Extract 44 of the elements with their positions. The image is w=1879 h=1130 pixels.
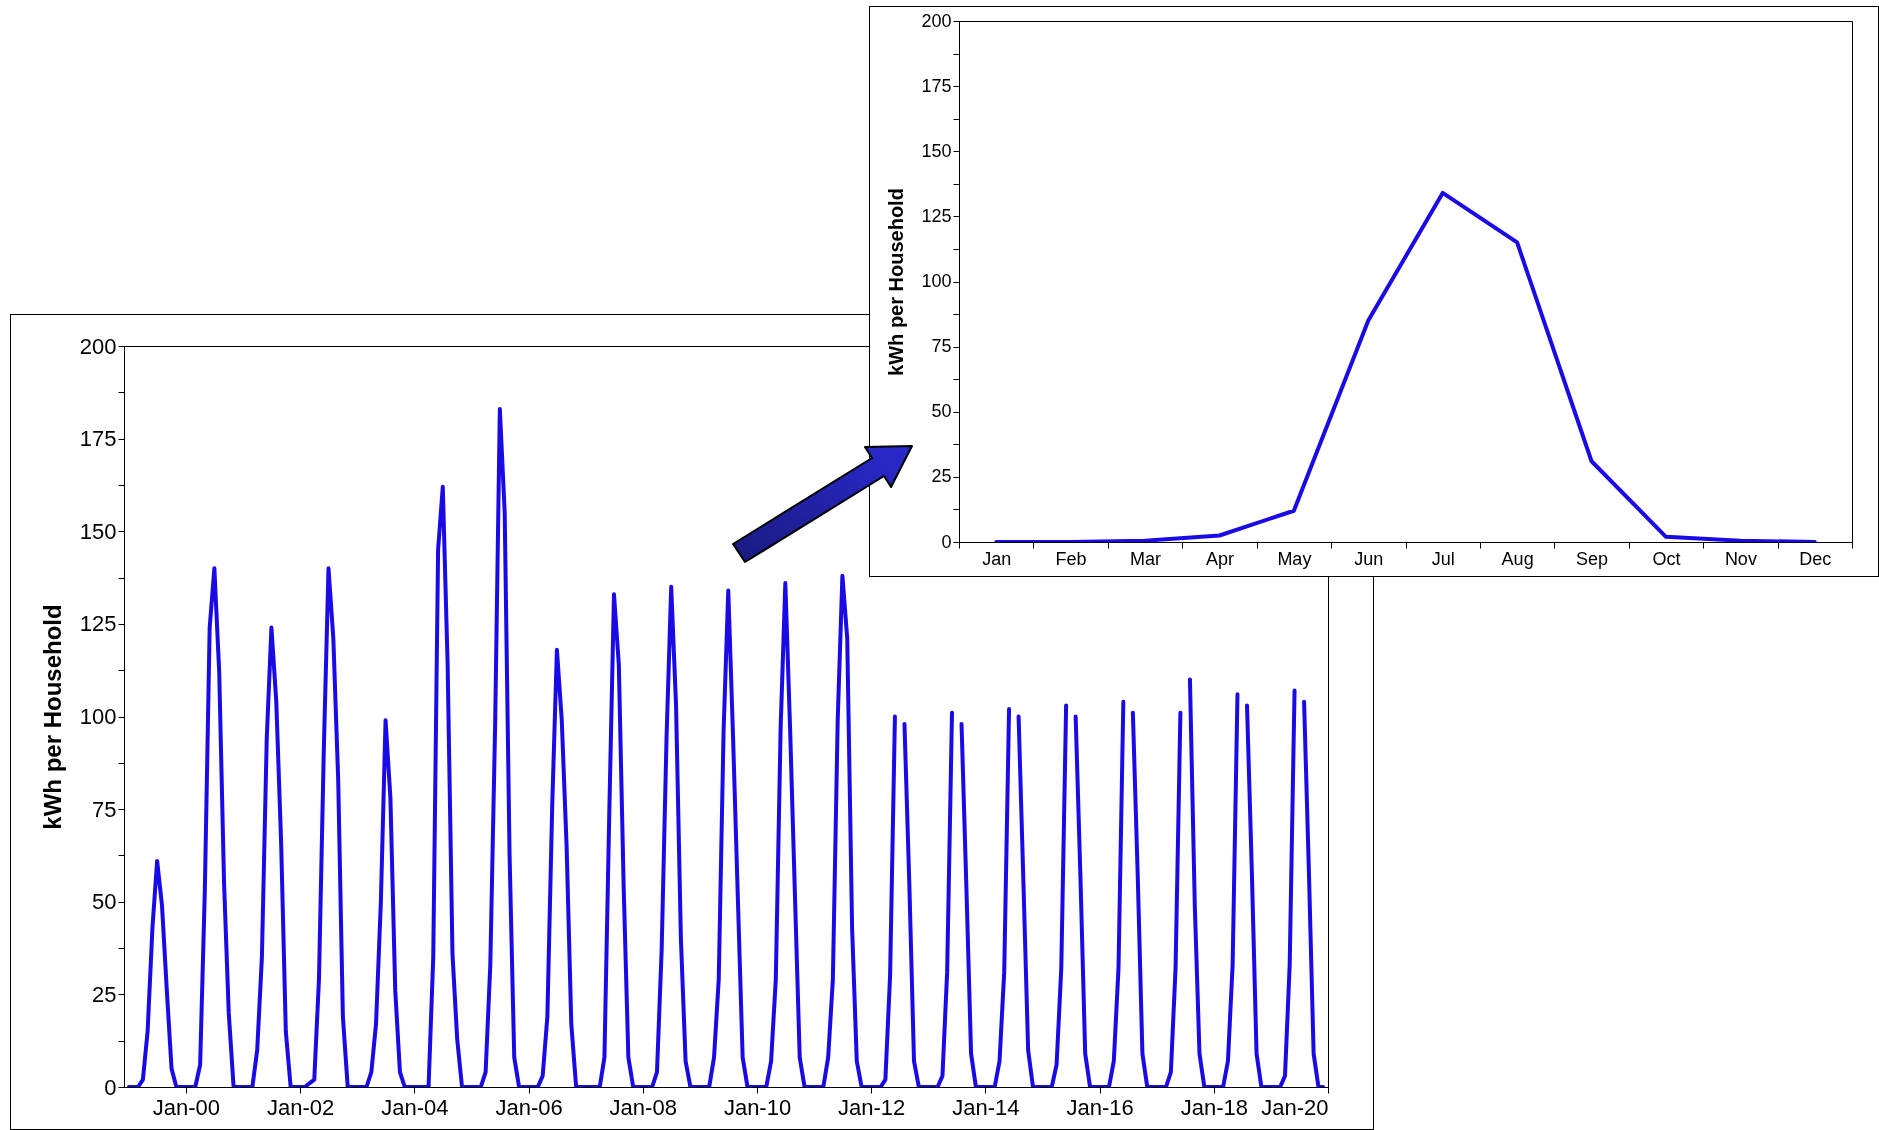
y-tick-label: 150: [921, 140, 952, 161]
x-tick-label: Apr: [1205, 548, 1234, 569]
y-tick-label: 75: [931, 336, 952, 357]
x-tick-label: Jan-10: [723, 1094, 792, 1120]
x-tick-label: Dec: [1799, 548, 1832, 569]
y-axis-title: kWh per Household: [885, 188, 908, 376]
x-tick-label: Jan-08: [609, 1094, 677, 1120]
y-tick-label: 100: [79, 704, 117, 729]
y-tick-label: 200: [79, 333, 117, 359]
y-tick-label: 125: [921, 205, 952, 226]
x-tick-label: Feb: [1055, 548, 1087, 569]
y-tick-label: 50: [92, 889, 117, 915]
x-tick-label: Jan-06: [495, 1094, 563, 1120]
x-tick-label: Jun: [1354, 548, 1384, 569]
y-tick-label: 75: [92, 796, 117, 822]
y-tick-label: 175: [79, 426, 117, 452]
x-tick-label: Jan-20: [1261, 1094, 1329, 1120]
y-tick-label: 25: [931, 466, 952, 487]
x-tick-label: Mar: [1130, 548, 1162, 569]
y-tick-label: 0: [104, 1074, 117, 1100]
y-tick-label: 25: [92, 981, 117, 1007]
x-tick-label: Jan-12: [838, 1094, 906, 1120]
y-tick-label: 125: [79, 611, 117, 637]
x-tick-label: May: [1277, 548, 1312, 569]
x-tick-label: Jan-14: [952, 1094, 1020, 1120]
line-series: [994, 190, 1817, 542]
y-tick-label: 0: [941, 531, 952, 552]
y-tick-label: 50: [931, 401, 952, 422]
x-tick-label: Jul: [1431, 548, 1455, 569]
y-axis-title: kWh per Household: [38, 604, 66, 830]
x-tick-label: Jan: [982, 548, 1012, 569]
x-tick-label: Jan-02: [267, 1094, 335, 1120]
y-tick-label: 150: [79, 518, 117, 544]
y-tick-label: 200: [921, 10, 952, 31]
x-tick-label: Jan-00: [152, 1094, 221, 1120]
y-tick-label: 100: [921, 271, 952, 291]
x-tick-label: Jan-16: [1066, 1094, 1134, 1120]
y-tick-label: 175: [921, 75, 952, 96]
x-tick-label: Jan-18: [1180, 1094, 1249, 1120]
x-tick-label: Jan-04: [381, 1094, 449, 1120]
x-tick-label: Aug: [1501, 548, 1534, 569]
x-tick-label: Sep: [1576, 548, 1609, 569]
x-tick-label: Nov: [1724, 548, 1757, 569]
x-tick-label: Oct: [1652, 548, 1681, 569]
